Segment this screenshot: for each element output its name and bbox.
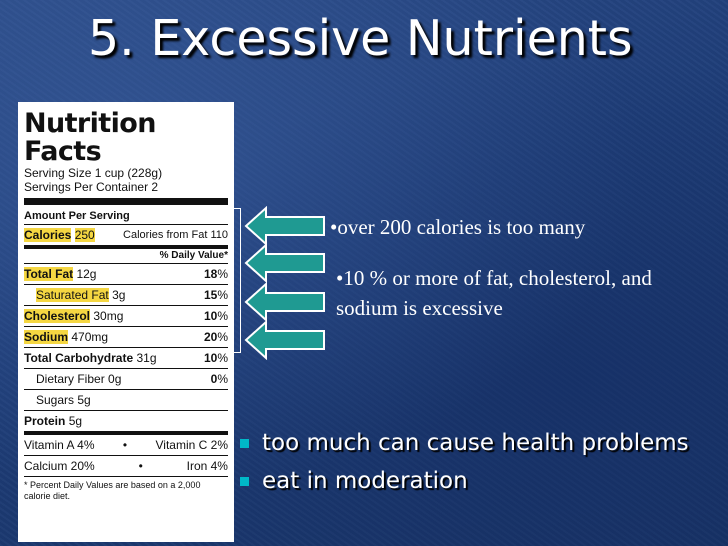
nutrient-row-total-carbohydrate: Total Carbohydrate 31g 10% (24, 347, 228, 368)
arrow-left-icon (244, 320, 325, 360)
bullet-list: too much can cause health problems eat i… (240, 428, 702, 496)
amount-per-serving: Amount Per Serving (24, 210, 130, 222)
label-footnote: * Percent Daily Values are based on a 2,… (24, 476, 228, 502)
nutrient-row-sodium: Sodium 470mg 20% (24, 326, 228, 347)
bullet-item: eat in moderation (240, 466, 702, 496)
arrow-left-icon (244, 206, 325, 246)
daily-value-header: % Daily Value* (24, 248, 228, 263)
calories-row: Calories 250 Calories from Fat 110 (24, 224, 228, 245)
nutrient-row-total-fat: Total Fat 12g 18% (24, 263, 228, 284)
nutrient-row-sugars: Sugars 5g (24, 389, 228, 410)
thick-divider (24, 198, 228, 205)
square-bullet-icon (240, 439, 249, 448)
calories-from-fat: Calories from Fat 110 (123, 229, 228, 241)
serving-size: Serving Size 1 cup (228g) (24, 166, 163, 180)
callout-calories: •over 200 calories is too many (330, 215, 586, 239)
calories-value: 250 (74, 228, 95, 242)
slide-title: 5. Excessive Nutrients (88, 10, 633, 67)
label-title: Nutrition Facts (24, 108, 156, 167)
calories-label: Calories (24, 228, 72, 242)
vitamin-row-calcium-iron: Calcium 20% • Iron 4% (24, 455, 228, 476)
nutrient-row-protein: Protein 5g (24, 410, 228, 431)
bullet-item: too much can cause health problems (240, 428, 702, 458)
arrow-left-icon (244, 282, 325, 322)
vitamin-row-a-c: Vitamin A 4% • Vitamin C 2% (24, 434, 228, 455)
nutrient-row-saturated-fat: Saturated Fat 3g 15% (24, 284, 228, 305)
nutrient-row-dietary-fiber: Dietary Fiber 0g 0% (24, 368, 228, 389)
arrow-left-icon (244, 243, 325, 283)
bracket-line (233, 208, 241, 353)
nutrient-row-cholesterol: Cholesterol 30mg 10% (24, 305, 228, 326)
servings-per-container: Servings Per Container 2 (24, 180, 159, 194)
nutrition-facts-label: Nutrition Facts Serving Size 1 cup (228g… (18, 102, 234, 542)
callout-percent: •10 % or more of fat, cholesterol, and s… (336, 266, 652, 320)
square-bullet-icon (240, 477, 249, 486)
